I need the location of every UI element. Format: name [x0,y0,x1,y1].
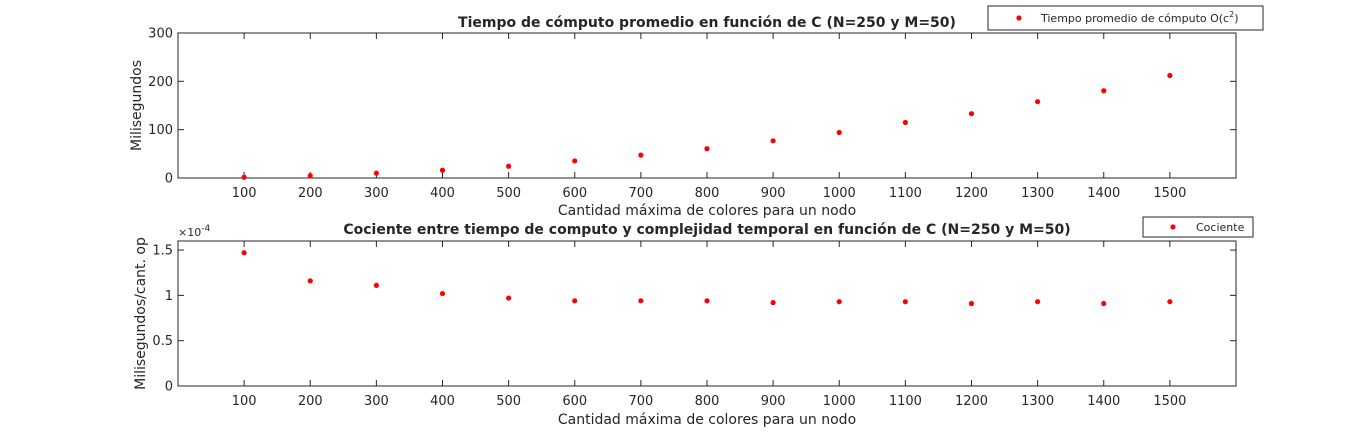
x-tick-label: 500 [496,394,521,409]
data-point [241,174,247,180]
data-point [836,129,842,136]
y-tick-label: 0 [165,380,173,395]
data-point [506,163,512,169]
x-tick-label: 1000 [823,394,856,409]
data-point [1101,300,1107,307]
chart-bottom: 100 200 300 400 500 600 700 800 900 1000 1100 1200 1… [133,216,1254,428]
x-tick-label: 500 [496,186,521,201]
bottom-x-ticks: 100 200 300 400 500 600 700 800 900 1000 1100 1200 1… [232,241,1186,409]
data-point [638,152,644,158]
x-tick-label: 1200 [955,186,988,201]
y-tick-label: 0.5 [152,334,173,349]
top-legend-label-suffix: ) [1234,12,1238,25]
data-point [373,170,379,176]
bottom-y-scale-exponent: ×10-4 [178,224,210,239]
bottom-legend-label: Cociente [1196,221,1245,234]
x-tick-label: 1100 [889,186,922,201]
x-tick-label: 600 [562,186,587,201]
x-tick-label: 1000 [823,186,856,201]
bottom-y-scale-exponent-value: -4 [201,224,210,234]
data-point [506,295,512,301]
x-tick-label: 900 [761,394,786,409]
data-point [572,298,578,304]
x-tick-label: 800 [695,394,720,409]
data-point [1035,99,1041,105]
bottom-x-axis-label: Cantidad máxima de colores para un nodo [558,412,856,428]
data-point [439,167,446,173]
x-tick-label: 300 [364,186,389,201]
data-point [241,250,247,256]
data-point [307,173,313,179]
x-tick-label: 800 [695,186,720,201]
data-point [1167,299,1173,305]
top-legend-label-superscript: 2 [1229,10,1234,19]
x-tick-label: 1500 [1153,394,1186,409]
x-tick-label: 400 [430,186,455,201]
data-point [1101,88,1107,94]
top-x-axis-label: Cantidad máxima de colores para un nodo [558,203,856,219]
bottom-legend: Cociente [1142,216,1254,238]
bottom-legend-box [1142,216,1254,238]
x-tick-label: 1300 [1021,394,1054,409]
top-legend-label: Tiempo promedio de cómputo O(c2) [1040,10,1239,25]
bottom-legend-marker [1170,224,1176,230]
y-tick-label: 1 [165,289,173,304]
data-point [704,146,710,152]
y-tick-label: 300 [148,27,173,42]
x-tick-label: 1400 [1087,186,1120,201]
data-point [836,299,842,305]
x-tick-label: 200 [298,394,323,409]
chart-top: 100 200 300 400 500 600 700 800 900 1000 1100 1200 1… [129,5,1264,219]
y-tick-label: 0 [165,172,173,187]
x-tick-label: 300 [364,394,389,409]
data-point [770,300,776,306]
data-point [439,290,446,297]
top-data-points [241,72,1173,180]
data-point [968,111,975,117]
bottom-y-ticks: 0 0.5 1 1.5 [152,244,1236,395]
bottom-data-points [241,250,1173,307]
top-x-ticks: 100 200 300 400 500 600 700 800 900 1000 1100 1200 1… [232,33,1186,201]
x-tick-label: 1500 [1153,186,1186,201]
top-plot-area [177,32,1237,179]
data-point [572,158,578,164]
data-point [770,138,776,144]
data-point [704,298,710,304]
data-point [1035,299,1041,305]
data-point [373,282,379,289]
y-tick-label: 1.5 [152,244,173,259]
data-point [638,298,644,304]
x-tick-label: 1400 [1087,394,1120,409]
y-tick-label: 200 [148,75,173,90]
x-tick-label: 1100 [889,394,922,409]
data-point [902,119,908,126]
x-tick-label: 1300 [1021,186,1054,201]
top-y-axis-label: Milisegundos [129,60,145,151]
x-tick-label: 400 [430,394,455,409]
top-legend: Tiempo promedio de cómputo O(c2) [987,5,1264,31]
x-tick-label: 900 [761,186,786,201]
x-tick-label: 100 [232,186,257,201]
x-tick-label: 200 [298,186,323,201]
data-point [902,299,908,305]
data-point [307,278,313,284]
top-legend-label-main: Tiempo promedio de cómputo O(c [1040,12,1229,25]
bottom-plot-area [177,240,1237,387]
top-y-ticks: 0 100 200 300 [148,27,1236,187]
data-point [1167,72,1173,79]
y-tick-label: 100 [148,123,173,138]
top-legend-box [987,5,1264,31]
data-point [968,300,975,307]
x-tick-label: 600 [562,394,587,409]
x-tick-label: 100 [232,394,257,409]
x-tick-label: 700 [628,186,653,201]
x-tick-label: 700 [628,394,653,409]
top-legend-marker [1016,15,1022,21]
top-chart-title: Tiempo de cómputo promedio en función de… [458,15,956,31]
bottom-y-axis-label: Milisegundos/cant. op [133,237,149,390]
x-tick-label: 1200 [955,394,988,409]
bottom-y-scale-factor: ×10 [178,226,201,239]
bottom-chart-title: Cociente entre tiempo de computo y compl… [343,222,1070,238]
